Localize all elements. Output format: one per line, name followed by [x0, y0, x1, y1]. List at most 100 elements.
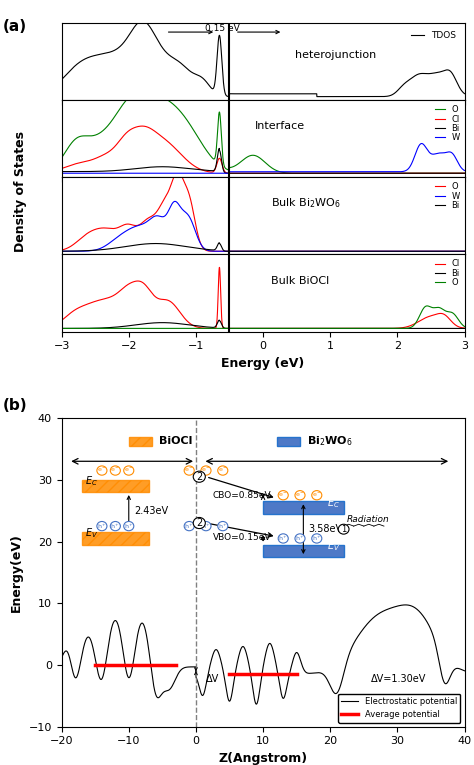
- Bi: [462, 168, 467, 177]
- Bi: [217, 315, 222, 324]
- Cl: [462, 324, 467, 333]
- Circle shape: [218, 466, 228, 475]
- O: [454, 168, 460, 177]
- Text: e$^-$: e$^-$: [124, 467, 134, 474]
- Cl: [105, 293, 110, 302]
- O: [213, 145, 219, 154]
- FancyBboxPatch shape: [129, 437, 152, 446]
- O: [410, 168, 416, 177]
- W: [213, 246, 219, 256]
- Circle shape: [110, 522, 120, 531]
- Circle shape: [124, 466, 134, 475]
- O: [213, 246, 219, 256]
- Text: h$^+$: h$^+$: [97, 522, 107, 531]
- Text: e$^-$: e$^-$: [295, 491, 305, 500]
- Text: h$^+$: h$^+$: [295, 534, 305, 543]
- O: [213, 324, 219, 333]
- Text: h$^+$: h$^+$: [201, 522, 211, 531]
- Legend: Cl, Bi, O: Cl, Bi, O: [434, 259, 460, 288]
- W: [419, 139, 425, 148]
- Bi: [231, 168, 237, 177]
- Text: ΔV: ΔV: [206, 674, 219, 685]
- Bi: [105, 323, 110, 332]
- O: [231, 162, 237, 171]
- Bi: [105, 245, 110, 254]
- Cl: [128, 125, 134, 134]
- Line: Cl: Cl: [62, 126, 465, 173]
- Text: $E_C$: $E_C$: [327, 496, 340, 509]
- Average potential: [92, 660, 98, 669]
- Electrostatic potential: [59, 653, 64, 662]
- Cl: [59, 164, 64, 173]
- W: [231, 246, 237, 256]
- Text: (a): (a): [2, 19, 27, 34]
- Text: VBO=0.15eV: VBO=0.15eV: [213, 533, 271, 542]
- Circle shape: [312, 490, 322, 500]
- Text: (b): (b): [2, 398, 27, 413]
- Text: h$^+$: h$^+$: [218, 522, 228, 531]
- Text: h$^+$: h$^+$: [184, 522, 194, 531]
- Bi: [59, 246, 64, 256]
- Cl: [213, 161, 219, 171]
- Cl: [213, 322, 219, 331]
- Circle shape: [97, 466, 107, 475]
- W: [454, 155, 460, 164]
- O: [454, 313, 460, 322]
- Bi: [454, 168, 460, 177]
- W: [172, 197, 178, 206]
- O: [231, 246, 237, 256]
- Bi: [59, 324, 64, 333]
- Cl: [128, 278, 134, 287]
- Bi: [454, 324, 460, 333]
- Cl: [454, 321, 460, 330]
- Electrostatic potential: [402, 601, 408, 610]
- Electrostatic potential: [228, 694, 234, 703]
- O: [410, 321, 416, 330]
- Circle shape: [124, 522, 134, 531]
- Bi: [294, 324, 300, 333]
- Line: O: O: [62, 306, 465, 328]
- Legend: Electrostatic potential, Average potential: Electrostatic potential, Average potenti…: [338, 694, 460, 723]
- O: [175, 167, 181, 176]
- O: [462, 322, 467, 331]
- Text: 2: 2: [196, 518, 202, 528]
- Electrostatic potential: [254, 699, 259, 708]
- Circle shape: [184, 466, 194, 475]
- Electrostatic potential: [449, 668, 455, 677]
- Line: W: W: [62, 144, 465, 173]
- O: [231, 324, 237, 333]
- W: [128, 168, 134, 177]
- Text: e$^-$: e$^-$: [110, 467, 120, 474]
- X-axis label: Z(Angstrom): Z(Angstrom): [219, 752, 308, 765]
- Text: h$^+$: h$^+$: [110, 522, 120, 531]
- Text: Bulk Bi$_2$WO$_6$: Bulk Bi$_2$WO$_6$: [271, 197, 341, 210]
- Text: 0.15 eV: 0.15 eV: [205, 24, 240, 33]
- Cl: [59, 316, 64, 325]
- Bi: [59, 167, 64, 176]
- Bi: [128, 321, 134, 330]
- W: [462, 166, 467, 175]
- Line: Bi: Bi: [62, 148, 465, 173]
- Bi: [410, 168, 416, 177]
- Circle shape: [278, 534, 288, 543]
- Text: ΔV=1.30eV: ΔV=1.30eV: [371, 674, 426, 685]
- Cl: [231, 324, 237, 333]
- Text: e$^-$: e$^-$: [201, 467, 211, 474]
- Text: e$^-$: e$^-$: [278, 491, 288, 500]
- Text: $E_V$: $E_V$: [327, 539, 340, 553]
- Bar: [263, 545, 344, 557]
- Bi: [294, 168, 300, 177]
- Circle shape: [193, 517, 205, 529]
- O: [128, 220, 134, 230]
- W: [105, 168, 110, 177]
- Legend: TDOS: TDOS: [407, 28, 460, 44]
- W: [213, 168, 219, 177]
- Electrostatic potential: [462, 666, 467, 675]
- Bi: [231, 246, 237, 256]
- Text: 2: 2: [196, 472, 202, 482]
- Average potential: [173, 660, 179, 669]
- Cl: [454, 168, 460, 177]
- Text: e$^-$: e$^-$: [97, 467, 107, 474]
- Bi: [128, 241, 134, 250]
- Bi: [231, 324, 237, 333]
